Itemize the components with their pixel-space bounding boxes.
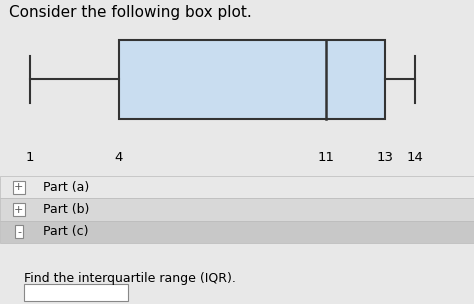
FancyBboxPatch shape xyxy=(0,176,474,199)
Text: 11: 11 xyxy=(318,151,334,164)
Text: Find the interquartile range (IQR).: Find the interquartile range (IQR). xyxy=(24,272,236,285)
FancyBboxPatch shape xyxy=(0,221,474,243)
FancyBboxPatch shape xyxy=(24,284,128,302)
Text: Part (a): Part (a) xyxy=(43,181,89,194)
FancyBboxPatch shape xyxy=(0,199,474,221)
Text: Part (b): Part (b) xyxy=(43,203,89,216)
Text: Part (c): Part (c) xyxy=(43,225,88,238)
Text: 1: 1 xyxy=(26,151,34,164)
Text: +: + xyxy=(14,205,24,215)
Text: 13: 13 xyxy=(377,151,393,164)
Text: +: + xyxy=(14,182,24,192)
FancyBboxPatch shape xyxy=(118,40,385,119)
Text: -: - xyxy=(17,227,21,237)
Text: 14: 14 xyxy=(406,151,423,164)
Text: 4: 4 xyxy=(114,151,123,164)
Text: Consider the following box plot.: Consider the following box plot. xyxy=(9,5,252,20)
